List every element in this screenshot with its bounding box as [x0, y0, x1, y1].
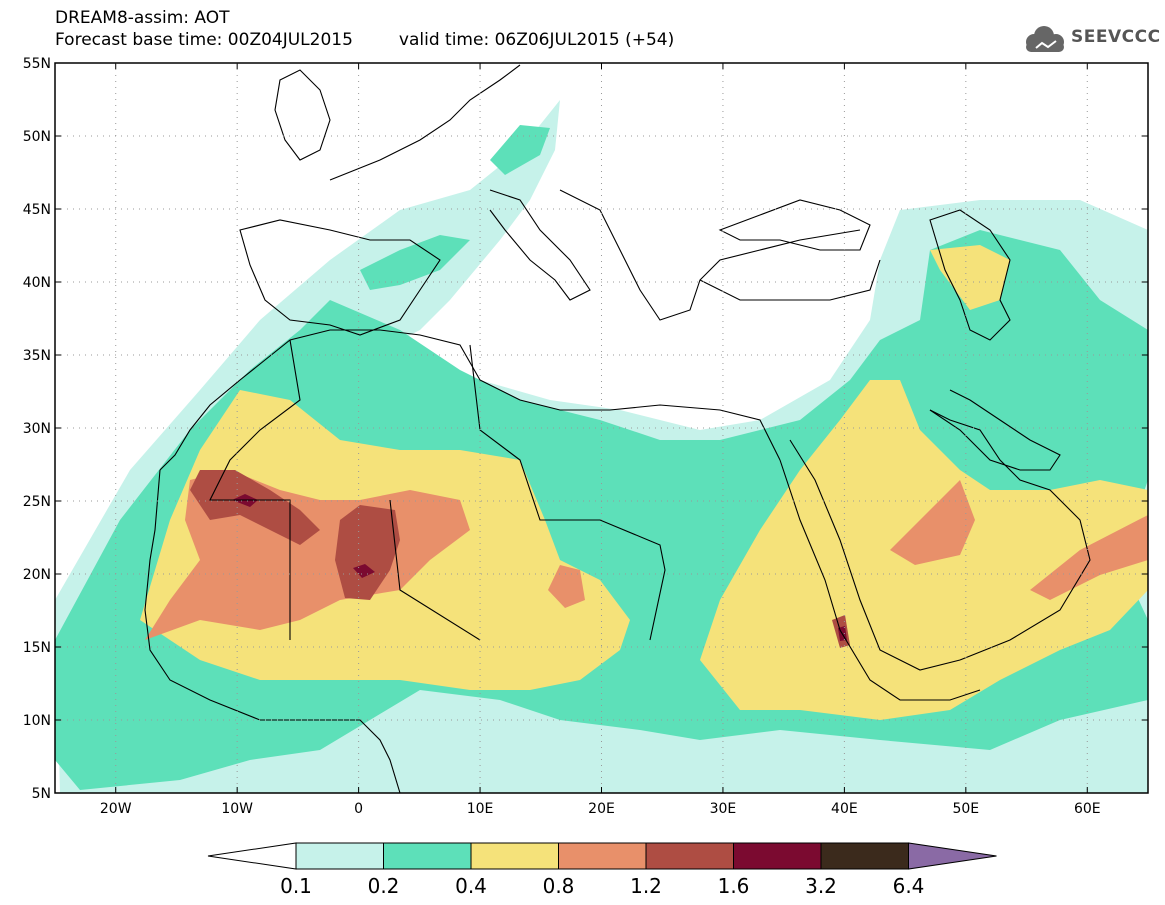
north-africa-borders — [209, 339, 666, 641]
colorbar-swatch — [733, 842, 822, 870]
lon-tick-label: 20E — [588, 801, 615, 817]
logo-text: SEEVCCC — [1071, 27, 1161, 47]
colorbar-level-label: 0.2 — [368, 874, 400, 898]
colorbar-swatch — [820, 842, 909, 870]
tick-marks — [55, 62, 1148, 794]
uk-ireland — [274, 69, 331, 161]
time-info: Forecast base time: 00Z04JUL2015 valid ti… — [55, 30, 674, 50]
arabia-coast — [929, 409, 1091, 661]
lon-tick-label: 50E — [952, 801, 979, 817]
lon-tick-label: 10E — [467, 801, 494, 817]
lat-tick-label: 45N — [23, 202, 51, 218]
colorbar-swatch — [470, 842, 559, 870]
latitude-labels: 55N 50N 45N 40N 35N 30N 25N 20N 15N 10N 5N — [23, 56, 51, 802]
colorbar-level-label: 0.4 — [455, 874, 487, 898]
africa-west-coast — [159, 329, 781, 471]
coastlines — [144, 64, 1091, 793]
black-sea — [718, 199, 871, 251]
colorbar-over-triangle — [908, 842, 997, 870]
lat-tick-label: 55N — [23, 56, 51, 72]
lat-tick-label: 15N — [23, 640, 51, 656]
lat-tick-label: 50N — [23, 129, 51, 145]
colorbar-level-label: 3.2 — [805, 874, 837, 898]
grid-lines — [55, 63, 1148, 793]
cloud-icon — [1026, 26, 1064, 52]
colorbar-swatch — [383, 842, 472, 870]
lat-tick-label: 25N — [23, 494, 51, 510]
colorbar-level-label: 0.8 — [543, 874, 575, 898]
colorbar-swatch — [295, 842, 384, 870]
aot-level-1.2-center — [335, 505, 400, 600]
persian-gulf — [929, 389, 1061, 471]
seevccc-logo — [1026, 26, 1064, 52]
lon-tick-label: 20W — [100, 801, 132, 817]
lon-tick-label: 60E — [1074, 801, 1101, 817]
aot-fields — [55, 100, 1148, 793]
lon-tick-label: 40E — [831, 801, 858, 817]
colorbar-level-label: 1.2 — [630, 874, 662, 898]
lon-tick-label: 0 — [354, 801, 363, 817]
turkey-coast — [699, 259, 881, 301]
italy — [489, 189, 591, 301]
north-europe-coast — [329, 64, 521, 181]
aot-level-1.2-west — [190, 470, 320, 545]
iberia — [239, 219, 441, 336]
aot-level-0.2-europe — [490, 125, 550, 175]
lat-tick-label: 30N — [23, 421, 51, 437]
caspian-sea — [929, 209, 1011, 341]
longitude-labels: 20W 10W 0 10E 20E 30E 40E 50E 60E — [100, 801, 1101, 817]
aot-level-0.4-caspian — [930, 245, 1010, 310]
lon-tick-label: 10W — [221, 801, 253, 817]
colorbar — [207, 842, 997, 870]
lon-tick-label: 30E — [710, 801, 737, 817]
colorbar-swatch — [558, 842, 647, 870]
lat-tick-label: 5N — [32, 786, 51, 802]
lat-tick-label: 40N — [23, 275, 51, 291]
balkans-greece — [559, 189, 861, 321]
lat-tick-label: 10N — [23, 713, 51, 729]
lat-tick-label: 35N — [23, 348, 51, 364]
aot-level-0.8-chad — [548, 565, 585, 608]
west-africa-coast — [144, 469, 401, 793]
colorbar-labels: 0.1 0.2 0.4 0.8 1.2 1.6 3.2 6.4 — [280, 874, 924, 898]
valid-time: valid time: 06Z06JUL2015 (+54) — [398, 30, 675, 50]
aot-level-0.8-arabia — [890, 480, 975, 565]
colorbar-swatch — [645, 842, 734, 870]
colorbar-under-triangle — [207, 842, 297, 870]
chart-title: DREAM8-assim: AOT — [55, 8, 230, 28]
red-sea-west — [779, 459, 981, 701]
colorbar-level-label: 1.6 — [718, 874, 750, 898]
colorbar-level-label: 6.4 — [893, 874, 925, 898]
base-time: Forecast base time: 00Z04JUL2015 — [55, 30, 353, 50]
aot-level-0.2-iberia — [360, 235, 470, 290]
red-sea-east — [789, 439, 961, 671]
colorbar-level-label: 0.1 — [280, 874, 312, 898]
lat-tick-label: 20N — [23, 567, 51, 583]
